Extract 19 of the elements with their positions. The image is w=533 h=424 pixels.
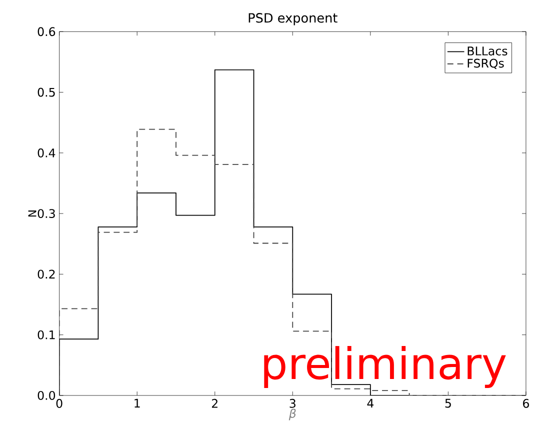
x-tick-label: 2 xyxy=(212,398,218,408)
y-axis-title: N xyxy=(28,210,36,216)
y-tick-label: 0.5 xyxy=(38,88,55,97)
x-tick-label: 6 xyxy=(523,398,529,408)
legend-label: BLLacs xyxy=(468,46,508,56)
y-tick-label: 0.1 xyxy=(38,330,55,340)
y-tick-label: 0.3 xyxy=(38,209,55,218)
x-tick-label: 4 xyxy=(367,398,374,408)
y-tick-label: 0.4 xyxy=(38,148,56,158)
x-axis-title: β xyxy=(288,408,296,420)
x-tick-label: 5 xyxy=(445,398,451,408)
chart-title: PSD exponent xyxy=(248,12,338,26)
y-tick-label: 0.0 xyxy=(38,390,56,400)
x-tick-label: 0 xyxy=(56,398,62,408)
legend-label: FSRQs xyxy=(468,58,504,69)
y-tick-label: 0.6 xyxy=(38,27,56,36)
y-tick-label: 0.2 xyxy=(38,270,55,279)
x-tick-label: 1 xyxy=(134,398,140,408)
x-tick-label: 3 xyxy=(290,398,296,408)
